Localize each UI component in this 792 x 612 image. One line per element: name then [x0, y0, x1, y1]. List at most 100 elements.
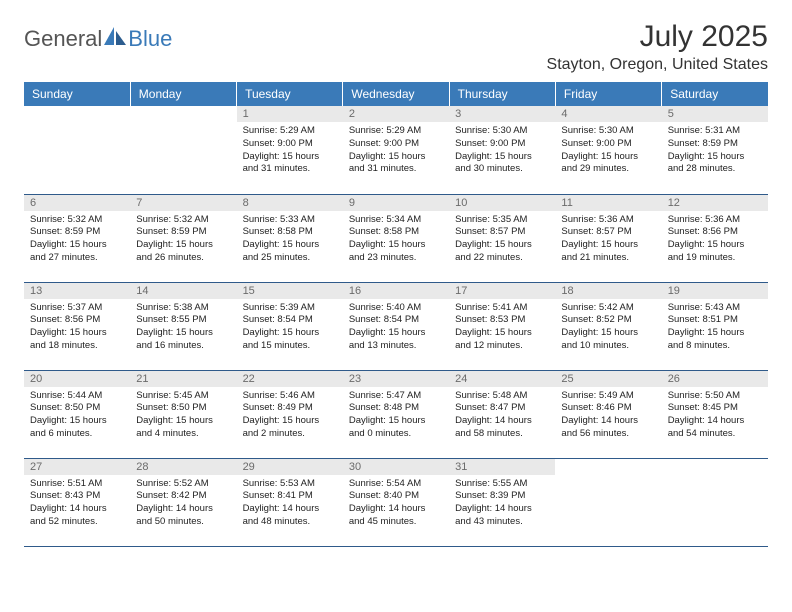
sunset-line: Sunset: 8:41 PM [243, 490, 337, 503]
sunset-line: Sunset: 8:51 PM [668, 314, 762, 327]
day-details: Sunrise: 5:32 AMSunset: 8:59 PMDaylight:… [130, 211, 236, 269]
day-details: Sunrise: 5:45 AMSunset: 8:50 PMDaylight:… [130, 387, 236, 445]
day-number: 10 [449, 195, 555, 211]
calendar-cell: 16Sunrise: 5:40 AMSunset: 8:54 PMDayligh… [343, 282, 449, 370]
calendar-cell: 2Sunrise: 5:29 AMSunset: 9:00 PMDaylight… [343, 106, 449, 194]
sunset-line: Sunset: 8:40 PM [349, 490, 443, 503]
sunrise-line: Sunrise: 5:45 AM [136, 390, 230, 403]
day-number: 11 [555, 195, 661, 211]
day-details: Sunrise: 5:50 AMSunset: 8:45 PMDaylight:… [662, 387, 768, 445]
day-details: Sunrise: 5:34 AMSunset: 8:58 PMDaylight:… [343, 211, 449, 269]
weekday-header: Tuesday [237, 82, 343, 106]
weekday-header: Friday [555, 82, 661, 106]
calendar-cell: 12Sunrise: 5:36 AMSunset: 8:56 PMDayligh… [662, 194, 768, 282]
daylight-line: Daylight: 15 hours and 6 minutes. [30, 415, 124, 441]
day-number: 24 [449, 371, 555, 387]
sunset-line: Sunset: 8:58 PM [243, 226, 337, 239]
daylight-line: Daylight: 15 hours and 12 minutes. [455, 327, 549, 353]
day-details: Sunrise: 5:29 AMSunset: 9:00 PMDaylight:… [343, 122, 449, 180]
sunset-line: Sunset: 8:50 PM [136, 402, 230, 415]
day-details: Sunrise: 5:51 AMSunset: 8:43 PMDaylight:… [24, 475, 130, 533]
sunset-line: Sunset: 8:53 PM [455, 314, 549, 327]
calendar-week-row: 13Sunrise: 5:37 AMSunset: 8:56 PMDayligh… [24, 282, 768, 370]
logo-text-general: General [24, 26, 102, 52]
day-number: 20 [24, 371, 130, 387]
calendar-cell: 22Sunrise: 5:46 AMSunset: 8:49 PMDayligh… [237, 370, 343, 458]
day-number: 23 [343, 371, 449, 387]
calendar-cell: 21Sunrise: 5:45 AMSunset: 8:50 PMDayligh… [130, 370, 236, 458]
sunrise-line: Sunrise: 5:52 AM [136, 478, 230, 491]
sunrise-line: Sunrise: 5:38 AM [136, 302, 230, 315]
daylight-line: Daylight: 15 hours and 30 minutes. [455, 151, 549, 177]
day-number: 9 [343, 195, 449, 211]
calendar-cell: 4Sunrise: 5:30 AMSunset: 9:00 PMDaylight… [555, 106, 661, 194]
day-details: Sunrise: 5:38 AMSunset: 8:55 PMDaylight:… [130, 299, 236, 357]
day-number: 31 [449, 459, 555, 475]
calendar-cell: 27Sunrise: 5:51 AMSunset: 8:43 PMDayligh… [24, 458, 130, 546]
sunset-line: Sunset: 8:39 PM [455, 490, 549, 503]
sunset-line: Sunset: 8:46 PM [561, 402, 655, 415]
day-number: 14 [130, 283, 236, 299]
sunset-line: Sunset: 8:56 PM [30, 314, 124, 327]
weekday-header: Wednesday [343, 82, 449, 106]
sunset-line: Sunset: 8:59 PM [668, 138, 762, 151]
day-details: Sunrise: 5:49 AMSunset: 8:46 PMDaylight:… [555, 387, 661, 445]
calendar-cell: 14Sunrise: 5:38 AMSunset: 8:55 PMDayligh… [130, 282, 236, 370]
daylight-line: Daylight: 15 hours and 26 minutes. [136, 239, 230, 265]
day-number: 28 [130, 459, 236, 475]
calendar-cell: 30Sunrise: 5:54 AMSunset: 8:40 PMDayligh… [343, 458, 449, 546]
day-details: Sunrise: 5:30 AMSunset: 9:00 PMDaylight:… [555, 122, 661, 180]
sunrise-line: Sunrise: 5:33 AM [243, 214, 337, 227]
calendar-cell: 23Sunrise: 5:47 AMSunset: 8:48 PMDayligh… [343, 370, 449, 458]
sunrise-line: Sunrise: 5:35 AM [455, 214, 549, 227]
daylight-line: Daylight: 15 hours and 22 minutes. [455, 239, 549, 265]
day-number: 5 [662, 106, 768, 122]
calendar-cell [555, 458, 661, 546]
day-details: Sunrise: 5:43 AMSunset: 8:51 PMDaylight:… [662, 299, 768, 357]
daylight-line: Daylight: 15 hours and 10 minutes. [561, 327, 655, 353]
logo-sail-icon [104, 27, 128, 52]
weekday-header-row: SundayMondayTuesdayWednesdayThursdayFrid… [24, 82, 768, 106]
day-number: 27 [24, 459, 130, 475]
daylight-line: Daylight: 15 hours and 19 minutes. [668, 239, 762, 265]
daylight-line: Daylight: 14 hours and 52 minutes. [30, 503, 124, 529]
daylight-line: Daylight: 15 hours and 13 minutes. [349, 327, 443, 353]
sunrise-line: Sunrise: 5:30 AM [561, 125, 655, 138]
day-details: Sunrise: 5:48 AMSunset: 8:47 PMDaylight:… [449, 387, 555, 445]
logo-text-blue: Blue [128, 26, 172, 52]
day-number: 26 [662, 371, 768, 387]
sunrise-line: Sunrise: 5:47 AM [349, 390, 443, 403]
daylight-line: Daylight: 14 hours and 56 minutes. [561, 415, 655, 441]
day-details: Sunrise: 5:39 AMSunset: 8:54 PMDaylight:… [237, 299, 343, 357]
weekday-header: Monday [130, 82, 236, 106]
weekday-header: Thursday [449, 82, 555, 106]
calendar-cell: 7Sunrise: 5:32 AMSunset: 8:59 PMDaylight… [130, 194, 236, 282]
calendar-cell: 29Sunrise: 5:53 AMSunset: 8:41 PMDayligh… [237, 458, 343, 546]
calendar-cell: 15Sunrise: 5:39 AMSunset: 8:54 PMDayligh… [237, 282, 343, 370]
calendar-cell: 25Sunrise: 5:49 AMSunset: 8:46 PMDayligh… [555, 370, 661, 458]
sunset-line: Sunset: 8:56 PM [668, 226, 762, 239]
sunrise-line: Sunrise: 5:53 AM [243, 478, 337, 491]
calendar-cell: 8Sunrise: 5:33 AMSunset: 8:58 PMDaylight… [237, 194, 343, 282]
sunrise-line: Sunrise: 5:42 AM [561, 302, 655, 315]
day-details: Sunrise: 5:31 AMSunset: 8:59 PMDaylight:… [662, 122, 768, 180]
day-number: 8 [237, 195, 343, 211]
day-number: 12 [662, 195, 768, 211]
day-details: Sunrise: 5:52 AMSunset: 8:42 PMDaylight:… [130, 475, 236, 533]
sunset-line: Sunset: 8:49 PM [243, 402, 337, 415]
day-number: 25 [555, 371, 661, 387]
calendar-cell: 3Sunrise: 5:30 AMSunset: 9:00 PMDaylight… [449, 106, 555, 194]
day-details: Sunrise: 5:42 AMSunset: 8:52 PMDaylight:… [555, 299, 661, 357]
day-details: Sunrise: 5:35 AMSunset: 8:57 PMDaylight:… [449, 211, 555, 269]
calendar-week-row: 27Sunrise: 5:51 AMSunset: 8:43 PMDayligh… [24, 458, 768, 546]
day-number: 30 [343, 459, 449, 475]
daylight-line: Daylight: 15 hours and 15 minutes. [243, 327, 337, 353]
daylight-line: Daylight: 15 hours and 31 minutes. [349, 151, 443, 177]
day-number: 22 [237, 371, 343, 387]
sunset-line: Sunset: 8:59 PM [136, 226, 230, 239]
day-number: 19 [662, 283, 768, 299]
month-title: July 2025 [547, 20, 768, 54]
calendar-cell: 28Sunrise: 5:52 AMSunset: 8:42 PMDayligh… [130, 458, 236, 546]
sunset-line: Sunset: 8:42 PM [136, 490, 230, 503]
daylight-line: Daylight: 15 hours and 21 minutes. [561, 239, 655, 265]
